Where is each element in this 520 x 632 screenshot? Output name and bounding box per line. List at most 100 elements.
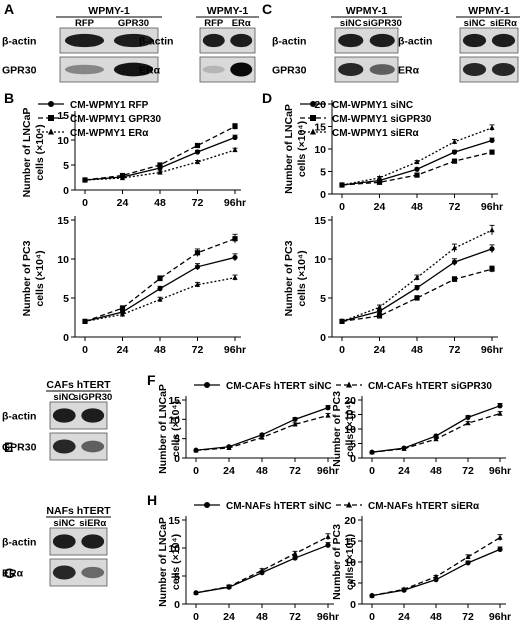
marker-square xyxy=(194,250,201,256)
marker-triangle xyxy=(489,124,495,130)
marker-triangle xyxy=(232,146,238,153)
x-tick-label: 96hr xyxy=(481,201,503,213)
blot-row-label: β-actin xyxy=(2,36,36,48)
marker-triangle xyxy=(346,501,352,508)
marker-triangle xyxy=(226,583,232,589)
marker-triangle xyxy=(292,550,298,556)
x-tick-label: 96hr xyxy=(317,465,339,477)
marker-triangle xyxy=(433,436,439,442)
blot-band xyxy=(230,62,253,77)
y-axis-label: cells (×10⁴) xyxy=(34,250,46,306)
y-axis-label: cells (×10⁴) xyxy=(296,250,308,306)
blot-row-label: β-actin xyxy=(398,36,432,48)
lane-label: GPR30 xyxy=(118,18,149,29)
x-tick-label: 72 xyxy=(289,465,301,477)
marker-triangle xyxy=(433,573,439,579)
series-line xyxy=(84,277,236,323)
blot-band xyxy=(338,33,364,48)
marker-triangle xyxy=(369,449,375,455)
chart-h-pc3: 0 5 10 15 20 0 24 48 72 96hr Number of PC3 cells (×… xyxy=(331,515,511,623)
x-tick-label: 24 xyxy=(374,344,386,356)
x-tick-label: 24 xyxy=(398,611,410,623)
blot-row-label: ERα xyxy=(139,65,161,77)
blot-band xyxy=(81,534,105,549)
marker-circle xyxy=(414,166,420,172)
panel-letter-f: F xyxy=(147,372,156,388)
marker-triangle xyxy=(119,311,126,317)
x-tick-label: 0 xyxy=(82,344,88,356)
lane-label: siERα xyxy=(490,18,517,29)
marker-circle xyxy=(451,149,458,155)
marker-triangle xyxy=(157,296,163,302)
x-tick-label: 96hr xyxy=(481,344,503,356)
y-tick-label: 10 xyxy=(344,424,356,436)
marker-circle xyxy=(414,285,420,291)
x-tick-label: 24 xyxy=(117,344,129,356)
y-tick-label: 15 xyxy=(57,110,69,122)
series-line xyxy=(341,127,493,186)
marker-triangle xyxy=(194,281,201,287)
marker-circle xyxy=(157,286,163,292)
x-tick-label: 24 xyxy=(117,197,129,209)
panel-letter-c: C xyxy=(262,1,272,17)
legend-label: CM-NAFs hTERT siERα xyxy=(368,501,480,512)
x-tick-label: 0 xyxy=(193,465,199,477)
marker-circle xyxy=(292,555,298,561)
blot-header: WPMY-1 xyxy=(88,5,130,17)
y-tick-label: 15 xyxy=(57,215,69,227)
series-line xyxy=(341,229,493,323)
blot-band xyxy=(369,33,395,48)
blot-header: WPMY-1 xyxy=(207,5,249,17)
x-tick-label: 48 xyxy=(154,344,166,356)
marker-square xyxy=(310,115,316,121)
blot-band xyxy=(369,64,395,75)
lane-label: siNC xyxy=(53,392,75,403)
x-tick-label: 0 xyxy=(193,611,199,623)
lane-label: RFP xyxy=(204,18,224,29)
y-tick-label: 20 xyxy=(344,515,356,527)
legend-b: CM-WPMY1 RFP CM-WPMY1 GPR30 CM-WPMY1 ERα xyxy=(38,100,162,139)
marker-triangle xyxy=(369,592,375,598)
marker-square xyxy=(451,158,458,164)
blot-band xyxy=(81,440,105,453)
marker-square xyxy=(451,276,458,282)
blot-row-label: β-actin xyxy=(2,537,36,549)
y-tick-label: 0 xyxy=(320,332,326,344)
blot-header: WPMY-1 xyxy=(346,5,388,17)
marker-triangle xyxy=(339,318,345,324)
marker-triangle xyxy=(465,553,471,560)
y-axis-label: cells (×10⁴) xyxy=(344,401,356,457)
lane-label: siNC xyxy=(53,518,75,529)
x-tick-label: 96hr xyxy=(224,344,246,356)
x-tick-label: 96hr xyxy=(317,611,339,623)
marker-circle xyxy=(325,405,331,411)
legend-label: CM-WPMY1 siERα xyxy=(332,128,420,139)
marker-triangle xyxy=(194,158,201,165)
blot-row-label: GPR30 xyxy=(2,442,37,454)
marker-triangle xyxy=(292,421,298,427)
marker-triangle xyxy=(401,445,407,451)
marker-square xyxy=(232,236,238,242)
legend-label: CM-CAFs hTERT siNC xyxy=(226,381,332,392)
legend-d: CM-WPMY1 siNC CM-WPMY1 siGPR30 CM-WPMY1 si… xyxy=(300,100,432,139)
lane-label: siNC xyxy=(464,18,486,29)
y-axis-label: cells (×10⁴) xyxy=(170,401,182,457)
y-tick-label: 10 xyxy=(314,254,326,266)
marker-triangle xyxy=(48,128,54,135)
x-tick-label: 96hr xyxy=(489,465,511,477)
marker-triangle xyxy=(325,412,331,418)
panel-letter-a: A xyxy=(4,1,14,17)
legend-label: CM-CAFs hTERT siGPR30 xyxy=(368,381,492,392)
marker-triangle xyxy=(497,534,503,540)
y-tick-label: 10 xyxy=(168,414,180,426)
x-tick-label: 72 xyxy=(449,201,461,213)
marker-square xyxy=(157,162,163,168)
marker-square xyxy=(489,149,495,155)
marker-square xyxy=(489,266,495,272)
y-tick-label: 5 xyxy=(63,160,69,172)
marker-circle xyxy=(465,414,471,420)
panel-letter-g: G xyxy=(4,565,15,581)
